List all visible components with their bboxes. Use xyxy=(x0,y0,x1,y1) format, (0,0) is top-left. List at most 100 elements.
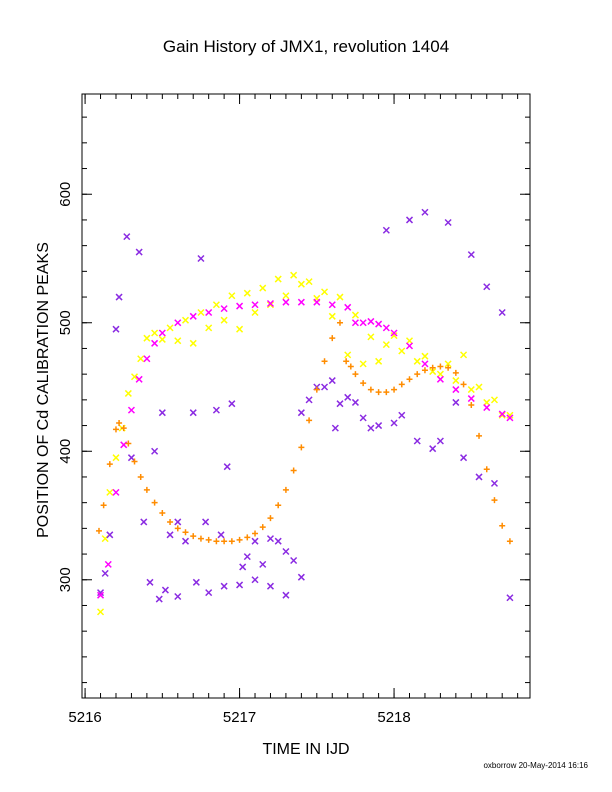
data-point xyxy=(297,298,305,306)
data-point xyxy=(476,432,483,439)
data-point xyxy=(382,341,390,349)
data-point xyxy=(382,324,390,332)
data-point xyxy=(297,409,305,417)
data-point xyxy=(344,393,352,401)
data-point xyxy=(429,445,437,453)
data-point xyxy=(344,303,352,311)
data-point xyxy=(444,218,452,227)
data-point xyxy=(174,518,182,526)
data-point xyxy=(205,308,213,316)
data-point xyxy=(146,578,154,586)
data-point xyxy=(467,251,475,259)
data-point xyxy=(189,312,197,320)
data-point xyxy=(367,317,375,325)
data-point xyxy=(189,409,197,417)
data-point xyxy=(313,298,321,306)
data-point xyxy=(405,337,414,345)
data-point xyxy=(236,581,244,589)
data-point xyxy=(127,454,135,462)
data-point xyxy=(483,404,491,412)
data-point xyxy=(143,334,151,342)
data-point xyxy=(359,319,367,327)
x-tick-label: 5217 xyxy=(223,709,256,726)
data-point xyxy=(297,573,305,581)
data-point xyxy=(274,537,282,545)
data-point xyxy=(143,486,150,493)
y-axis-label: POSITION OF Cd CALIBRATION PEAKS xyxy=(35,242,52,538)
data-point xyxy=(158,409,166,417)
data-point xyxy=(336,400,344,408)
data-point xyxy=(328,377,336,385)
data-point xyxy=(452,377,460,385)
y-tick-label: 600 xyxy=(57,182,74,207)
data-point xyxy=(460,454,468,462)
data-point xyxy=(460,351,468,359)
data-point xyxy=(506,414,514,422)
data-point xyxy=(436,437,444,445)
data-point xyxy=(251,537,259,545)
data-point xyxy=(490,479,498,487)
data-point xyxy=(343,358,350,365)
footer-credit: oxborrow 20-May-2014 16:16 xyxy=(483,761,588,770)
data-point xyxy=(251,576,259,584)
data-point xyxy=(174,525,181,532)
data-point xyxy=(375,357,383,365)
data-point xyxy=(360,380,367,387)
data-point xyxy=(321,358,328,365)
data-point xyxy=(406,376,413,383)
data-point xyxy=(159,509,166,516)
data-point xyxy=(252,530,259,537)
data-point xyxy=(181,316,190,324)
data-point xyxy=(97,608,105,616)
data-point xyxy=(220,305,228,313)
data-point xyxy=(115,293,123,301)
data-point xyxy=(135,248,143,256)
data-point xyxy=(137,355,145,363)
data-point xyxy=(328,312,336,320)
data-point xyxy=(305,396,313,404)
data-point xyxy=(251,308,259,316)
data-marks xyxy=(95,208,514,616)
data-point xyxy=(239,563,247,571)
data-point xyxy=(116,419,123,426)
x-axis-ticks: 5216 5217 5218 xyxy=(68,94,519,726)
data-point xyxy=(436,375,444,383)
data-point xyxy=(166,324,174,332)
data-point xyxy=(275,502,282,509)
data-point xyxy=(259,524,266,531)
data-point xyxy=(421,360,429,368)
data-point xyxy=(155,595,163,603)
data-point xyxy=(205,536,212,543)
data-point xyxy=(445,364,452,371)
data-point xyxy=(120,425,127,432)
data-point xyxy=(351,398,359,406)
data-point xyxy=(166,531,174,539)
data-point xyxy=(305,278,313,286)
data-point xyxy=(140,518,148,526)
data-point xyxy=(205,324,213,332)
data-point xyxy=(383,389,390,396)
data-point xyxy=(197,535,204,542)
data-point xyxy=(125,440,132,447)
data-point xyxy=(452,398,460,406)
data-point xyxy=(490,396,498,404)
data-point xyxy=(267,515,274,522)
data-point xyxy=(359,360,367,368)
x-tick-label: 5216 xyxy=(68,709,101,726)
data-point xyxy=(161,586,169,594)
data-point xyxy=(491,497,498,504)
plot-frame xyxy=(81,93,531,699)
data-point xyxy=(321,288,329,296)
data-point xyxy=(137,473,144,480)
data-point xyxy=(130,373,139,381)
data-point xyxy=(189,339,197,347)
data-point xyxy=(202,518,210,526)
data-point xyxy=(468,401,475,408)
data-point xyxy=(367,424,375,432)
data-point xyxy=(414,371,421,378)
data-point xyxy=(259,560,267,568)
data-point xyxy=(375,389,382,396)
data-point xyxy=(351,311,359,319)
data-point xyxy=(306,417,313,424)
data-point xyxy=(151,499,158,506)
